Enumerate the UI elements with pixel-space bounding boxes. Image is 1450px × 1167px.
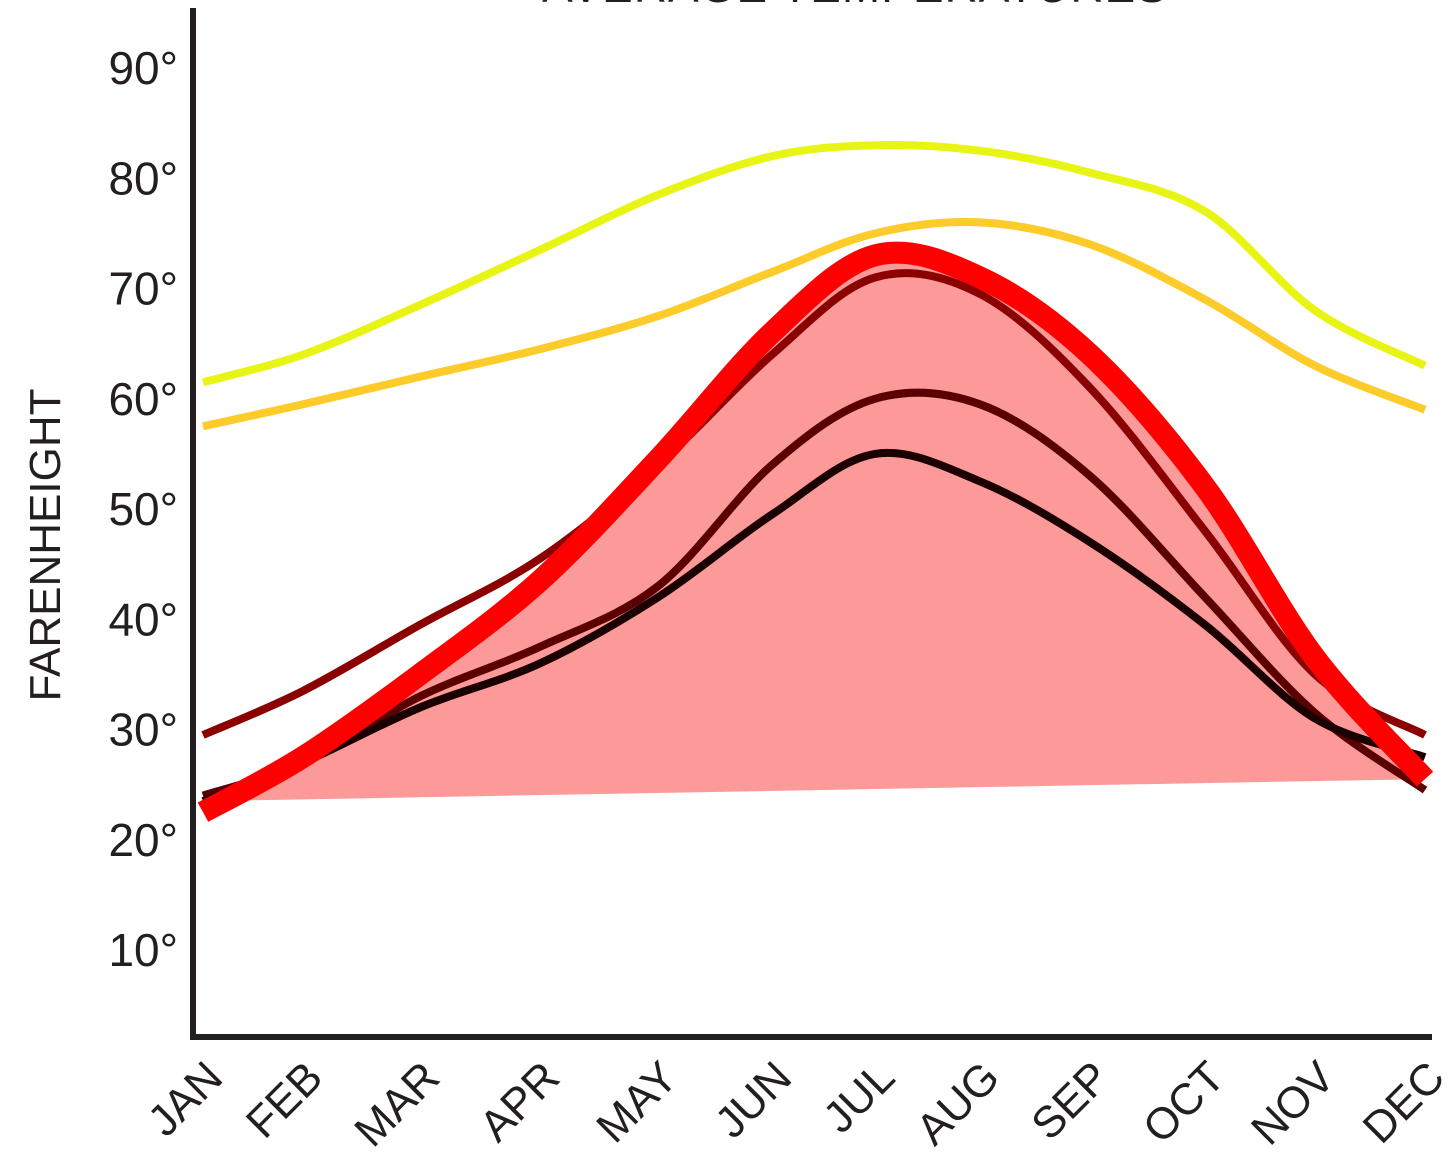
x-tick-label: DEC xyxy=(1354,1052,1450,1152)
x-tick-labels: JAN FEB MAR APR MAY JUN JUL AUG SEP OCT NOV DEC xyxy=(139,1052,1450,1156)
series-line-4 xyxy=(201,388,1428,800)
x-tick-label: SEP xyxy=(1022,1052,1119,1149)
x-tick-label: JUL xyxy=(814,1052,904,1142)
x-tick-label: AUG xyxy=(907,1052,1009,1154)
series-layer xyxy=(197,140,1434,822)
x-tick-label: APR xyxy=(470,1052,569,1151)
y-tick-label: 10° xyxy=(108,924,178,976)
axes-layer xyxy=(190,8,1432,1040)
y-tick-label: 50° xyxy=(108,483,178,535)
series-line-6 xyxy=(197,241,1434,822)
series-line-1 xyxy=(201,140,1427,387)
x-tick-label: NOV xyxy=(1242,1052,1345,1155)
y-tick-labels: 10° 20° 30° 40° 50° 60° 70° 80° 90° xyxy=(108,42,178,976)
series-line-3 xyxy=(201,269,1427,739)
x-tick-label: FEB xyxy=(237,1052,332,1147)
y-tick-label: 70° xyxy=(108,263,178,315)
chart-title: AVERAGE TEMPERATURES xyxy=(542,0,1168,12)
x-tick-label: OCT xyxy=(1134,1052,1234,1152)
y-tick-label: 20° xyxy=(108,814,178,866)
series-line-5 xyxy=(201,448,1427,805)
y-tick-label: 90° xyxy=(108,42,178,94)
y-axis-title: FARENHEIGHT xyxy=(21,389,70,702)
x-tick-label: JAN xyxy=(139,1052,232,1145)
y-tick-label: 30° xyxy=(108,704,178,756)
x-tick-label: MAR xyxy=(345,1052,449,1156)
x-tick-label: MAY xyxy=(587,1052,687,1152)
series-line-2 xyxy=(202,217,1427,431)
y-tick-label: 60° xyxy=(108,373,178,425)
y-tick-label: 40° xyxy=(108,593,178,645)
y-tick-label: 80° xyxy=(108,152,178,204)
x-tick-label: JUN xyxy=(706,1052,801,1147)
